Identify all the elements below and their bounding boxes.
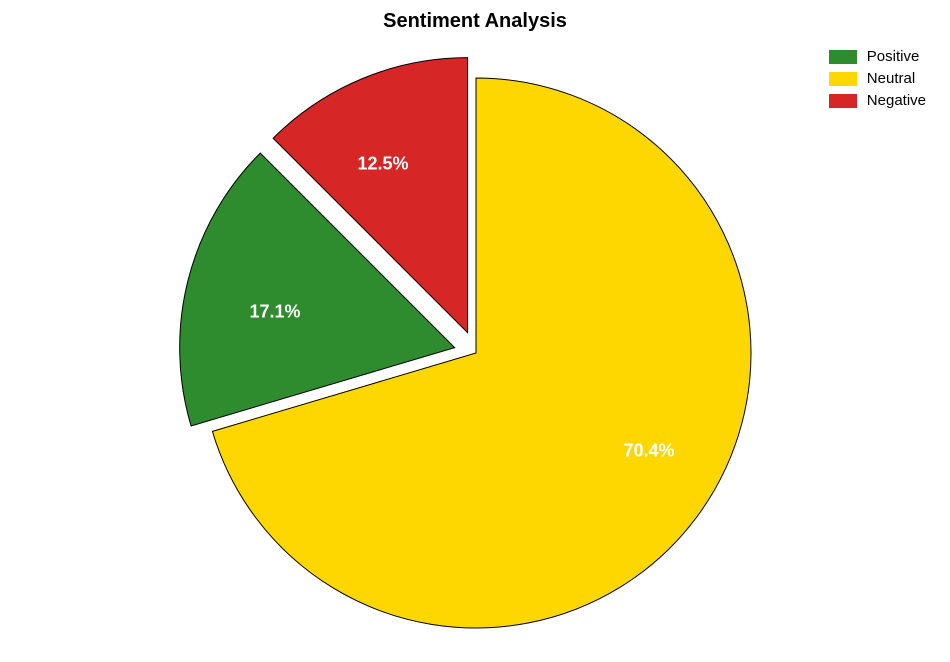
chart-container: Sentiment Analysis PositiveNeutralNegati… bbox=[0, 0, 950, 662]
slice-label-positive: 17.1% bbox=[249, 302, 300, 323]
legend-item-neutral: Neutral bbox=[829, 70, 926, 87]
legend-swatch-positive bbox=[829, 50, 857, 64]
legend: Positive Neutral Negative bbox=[829, 48, 926, 109]
slice-label-neutral: 70.4% bbox=[623, 441, 674, 462]
legend-item-negative: Negative bbox=[829, 92, 926, 109]
slice-label-negative: 12.5% bbox=[357, 154, 408, 175]
pie-chart bbox=[0, 0, 950, 662]
legend-swatch-neutral bbox=[829, 72, 857, 86]
legend-item-positive: Positive bbox=[829, 48, 926, 65]
legend-label-negative: Negative bbox=[867, 92, 926, 109]
legend-swatch-negative bbox=[829, 94, 857, 108]
legend-label-positive: Positive bbox=[867, 48, 920, 65]
legend-label-neutral: Neutral bbox=[867, 70, 915, 87]
